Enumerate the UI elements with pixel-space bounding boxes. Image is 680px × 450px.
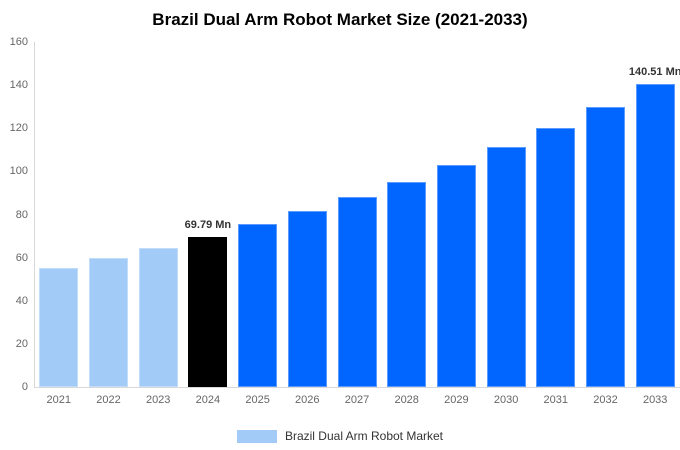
bar-2028[interactable] — [387, 181, 427, 387]
bar-2033[interactable] — [635, 84, 675, 387]
x-axis-tick-label: 2033 — [642, 394, 668, 406]
y-axis-line — [34, 42, 35, 387]
x-axis-tick-label: 2032 — [593, 394, 618, 406]
x-axis-tick-label: 2021 — [46, 394, 72, 406]
x-axis-tick-label: 2023 — [145, 394, 171, 406]
y-axis-tick-label: 120 — [9, 122, 28, 135]
x-axis-line — [34, 387, 680, 388]
y-axis-tick-label: 160 — [9, 36, 28, 48]
bar-2025[interactable] — [238, 224, 278, 387]
bar-2027[interactable] — [337, 197, 377, 387]
bar-2026[interactable] — [287, 211, 327, 387]
bar-2029[interactable] — [436, 165, 476, 387]
x-axis-tick-label: 2022 — [96, 394, 121, 406]
y-axis-tick-label: 80 — [15, 208, 28, 221]
legend-item[interactable]: Brazil Dual Arm Robot Market — [0, 429, 680, 443]
x-axis-tick-label: 2031 — [543, 394, 569, 406]
bar-2023[interactable] — [138, 247, 178, 387]
legend-label: Brazil Dual Arm Robot Market — [284, 429, 444, 443]
bar-2022[interactable] — [89, 258, 128, 387]
bar-2024[interactable] — [188, 236, 228, 387]
x-axis-tick-label: 2029 — [444, 394, 469, 406]
bar-value-label-2033: 140.51 Mn — [628, 66, 680, 78]
x-axis-tick-label: 2024 — [195, 394, 221, 406]
x-axis-tick-label: 2027 — [344, 394, 370, 406]
x-axis-tick-label: 2028 — [394, 394, 419, 406]
y-axis-tick-label: 20 — [15, 337, 28, 350]
legend-swatch — [236, 429, 277, 443]
x-axis-tick-label: 2026 — [295, 394, 320, 406]
y-axis-tick-label: 40 — [15, 294, 28, 307]
y-axis-tick-label: 60 — [15, 251, 28, 264]
y-axis-tick-label: 140 — [9, 79, 28, 92]
bar-2032[interactable] — [586, 106, 625, 387]
bar-2030[interactable] — [486, 147, 526, 387]
bar-value-label-2024: 69.79 Mn — [184, 218, 232, 231]
y-axis-tick-label: 100 — [9, 165, 28, 178]
chart-title: Brazil Dual Arm Robot Market Size (2021-… — [152, 10, 528, 29]
x-axis-tick-label: 2025 — [245, 394, 270, 406]
y-axis-tick-label: 0 — [21, 381, 28, 393]
bar-2031[interactable] — [536, 127, 576, 387]
x-axis-tick-label: 2030 — [493, 394, 519, 406]
bar-2021[interactable] — [39, 267, 79, 387]
